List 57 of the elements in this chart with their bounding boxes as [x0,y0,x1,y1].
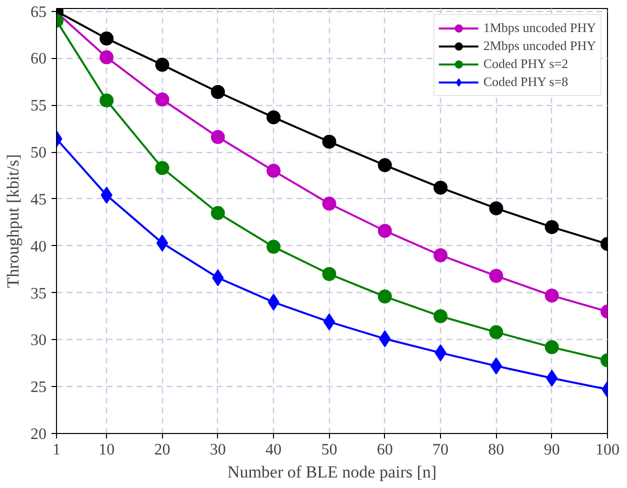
x-tick-label: 1 [52,442,60,458]
legend-label: 2Mbps uncoded PHY [483,37,596,55]
x-axis-title: Number of BLE node pairs [n] [227,462,437,482]
point [155,58,170,72]
x-tick-label: 90 [544,442,560,458]
y-tick-label: 65 [30,4,46,21]
legend-label: Coded PHY s=8 [483,73,568,91]
point [156,234,168,252]
point [155,92,170,106]
y-axis-title: Throughput [kbit/s] [4,154,22,288]
x-tick-label: 50 [321,442,338,458]
point [155,161,170,175]
x-tick-label: 10 [98,442,115,458]
point [544,340,559,354]
x-tick-label: 70 [432,442,449,458]
point [322,267,336,281]
point [210,85,225,99]
point [210,206,225,220]
point [434,248,448,262]
point [378,158,392,172]
y-tick-label: 60 [30,50,46,68]
point [489,325,504,340]
point [322,196,336,211]
legend-label: Coded PHY s=2 [483,55,568,73]
point [323,313,336,330]
point [490,357,502,374]
legend-label: 1Mbps uncoded PHY [483,19,596,37]
point [378,224,392,238]
x-tick-label: 30 [210,442,226,458]
point [378,290,392,304]
point [434,309,448,324]
point [266,110,281,124]
y-tick-label: 45 [30,191,46,208]
point [210,130,225,144]
x-tick-label: 100 [596,442,620,458]
y-tick-label: 40 [30,238,46,256]
point [266,164,281,178]
y-tick-label: 25 [30,379,46,396]
point [434,180,448,195]
point [100,32,114,46]
x-tick-label: 60 [376,442,393,458]
x-tick-label: 20 [154,442,170,458]
point [544,220,559,234]
point [322,134,336,149]
y-tick-label: 50 [30,144,46,162]
y-tick-label: 20 [30,426,46,443]
point [266,240,281,254]
point [100,50,114,64]
point [544,288,559,303]
x-tick-label: 40 [266,442,282,458]
y-tick-label: 30 [30,332,46,350]
point [100,93,114,108]
y-tick-label: 55 [30,98,46,115]
point [489,201,504,216]
y-tick-label: 35 [30,285,46,302]
x-tick-label: 80 [488,442,504,458]
point [489,268,504,283]
